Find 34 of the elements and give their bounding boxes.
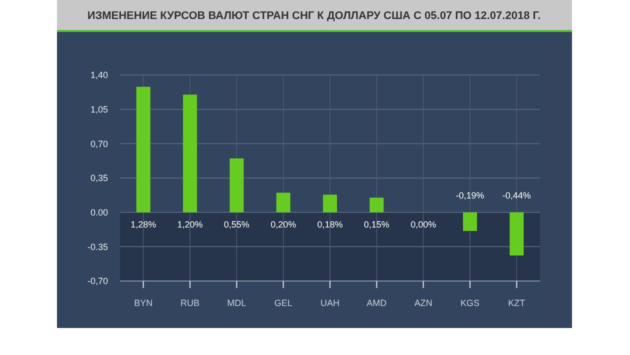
- bar: [370, 198, 384, 212]
- y-tick-label: 0.00: [90, 207, 108, 218]
- x-tick-label: GEL: [274, 298, 292, 308]
- x-tick-label: MDL: [227, 298, 246, 308]
- data-label: 0,55%: [224, 219, 250, 230]
- y-tick-label: -0,70: [87, 276, 108, 286]
- y-tick-label: 0,35: [90, 173, 108, 184]
- y-tick-label: 1,40: [90, 70, 108, 80]
- data-label: -0,19%: [456, 190, 484, 200]
- x-tick-label: AZN: [414, 298, 432, 308]
- data-label: 0,15%: [364, 219, 390, 230]
- bar: [463, 212, 477, 231]
- data-label: -0,44%: [502, 190, 531, 200]
- data-label: 1,20%: [177, 219, 203, 230]
- x-tick-label: BYN: [134, 298, 153, 308]
- x-tick-label: RUB: [180, 298, 200, 308]
- data-label: 0,20%: [270, 219, 296, 230]
- bar: [136, 86, 150, 212]
- y-tick-label: -0.35: [87, 242, 108, 252]
- chart-title: ИЗМЕНЕНИЕ КУРСОВ ВАЛЮТ СТРАН СНГ К ДОЛЛАРУ США С 05.07 ПО 12.07.2018 Г.: [87, 10, 541, 22]
- bar: [183, 94, 197, 212]
- x-tick-label: KZT: [508, 298, 526, 308]
- bar: [276, 192, 290, 212]
- bar: [230, 158, 244, 212]
- bar: [323, 194, 337, 212]
- data-label: 0,18%: [317, 219, 343, 230]
- x-tick-label: KGS: [460, 298, 480, 308]
- bar: [510, 212, 524, 256]
- y-tick-label: 1,05: [90, 104, 108, 114]
- x-tick-label: UAH: [320, 298, 340, 308]
- x-tick-label: AMD: [366, 298, 388, 308]
- data-label: 1,28%: [130, 219, 156, 230]
- y-tick-label: 0,70: [90, 138, 108, 149]
- data-label: 0,00%: [410, 219, 436, 230]
